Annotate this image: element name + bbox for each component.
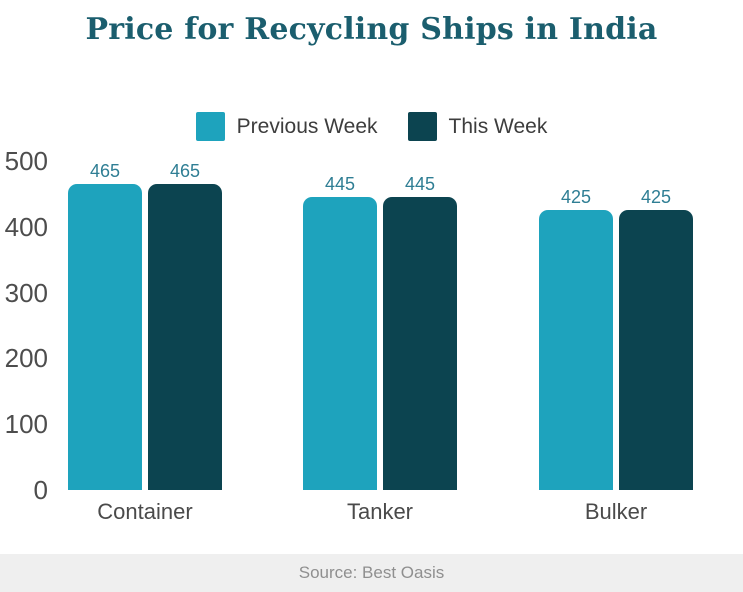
bar-value-label: 445 [324, 174, 356, 194]
legend-swatch-icon [407, 112, 437, 141]
bar-this-week-tanker: 445 [383, 175, 457, 490]
bar-group-container: 465 465 [68, 162, 222, 490]
bar-value-label: 465 [89, 161, 121, 181]
bar-group-bulker: 425 425 [539, 188, 693, 490]
bar-value-label: 465 [169, 161, 201, 181]
y-tick-label: 500 [4, 146, 48, 176]
category-label-bulker: Bulker [584, 499, 648, 524]
y-tick-label: 400 [4, 212, 48, 242]
legend-item-previous-week: Previous Week [195, 112, 378, 141]
legend-item-this-week: This Week [407, 112, 548, 141]
legend: Previous Week This Week [0, 112, 743, 141]
y-tick-label: 300 [4, 278, 48, 308]
legend-label: This Week [448, 114, 548, 138]
y-tick-label: 0 [33, 475, 48, 505]
y-tick-label: 100 [4, 409, 48, 439]
chart-title: Price for Recycling Ships in India [85, 12, 658, 47]
bar-previous-week-bulker: 425 [539, 188, 613, 490]
legend-swatch-icon [195, 112, 225, 141]
bar-previous-week-tanker: 445 [303, 175, 377, 490]
source-footer: Source: Best Oasis [0, 554, 743, 592]
source-text: Source: Best Oasis [298, 563, 445, 582]
bar-previous-week-container: 465 [68, 162, 142, 490]
y-tick-label: 200 [4, 343, 48, 373]
bar-this-week-container: 465 [148, 162, 222, 490]
bar-group-tanker: 445 445 [303, 175, 457, 490]
bar-value-label: 425 [560, 187, 592, 207]
bar-this-week-bulker: 425 [619, 188, 693, 490]
legend-label: Previous Week [236, 114, 378, 138]
bar-value-label: 425 [640, 187, 672, 207]
category-label-tanker: Tanker [346, 499, 414, 524]
bar-value-label: 445 [404, 174, 436, 194]
category-label-container: Container [97, 499, 193, 524]
